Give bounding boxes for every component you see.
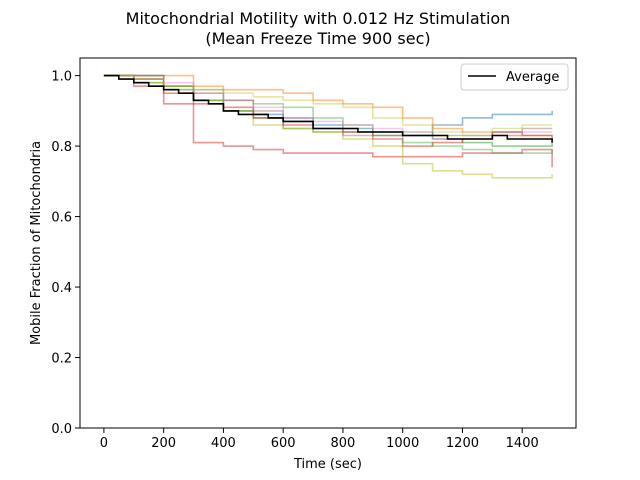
x-tick-label: 0 [100,436,108,451]
series-line-10 [103,74,553,137]
x-tick-label: 200 [151,436,176,451]
chart-subtitle: (Mean Freeze Time 900 sec) [205,29,430,48]
plot-frame [79,57,577,429]
y-tick-label: 0.8 [51,140,72,155]
legend-label-average: Average [506,70,559,85]
y-tick-label: 0.2 [51,352,72,367]
legend-box [460,63,569,91]
x-axis-label: Time (sec) [293,457,362,472]
x-axis: 0 200 400 600 800 1000 1200 1400 [100,428,539,451]
chart-title: Mitochondrial Motility with 0.012 Hz Sti… [126,9,511,28]
x-tick-label: 600 [271,436,296,451]
y-axis-label: Mobile Fraction of Mitochondria [29,141,44,345]
series-line-8 [103,74,553,154]
series-layer [103,74,553,179]
y-tick-label: 0.4 [51,281,72,296]
series-line-5 [103,74,553,179]
x-tick-label: 1000 [386,436,419,451]
y-axis: 0.0 0.2 0.4 0.6 0.8 1.0 [51,70,80,437]
y-tick-label: 0.0 [51,422,72,437]
series-line-average [103,74,553,143]
series-line-2 [103,74,553,137]
x-tick-label: 1200 [446,436,479,451]
legend: Average [460,63,569,91]
x-tick-label: 1400 [506,436,539,451]
y-tick-label: 0.6 [51,211,72,226]
series-line-4 [103,74,553,168]
x-tick-label: 400 [211,436,236,451]
y-tick-label: 1.0 [51,70,72,85]
x-tick-label: 800 [331,436,356,451]
